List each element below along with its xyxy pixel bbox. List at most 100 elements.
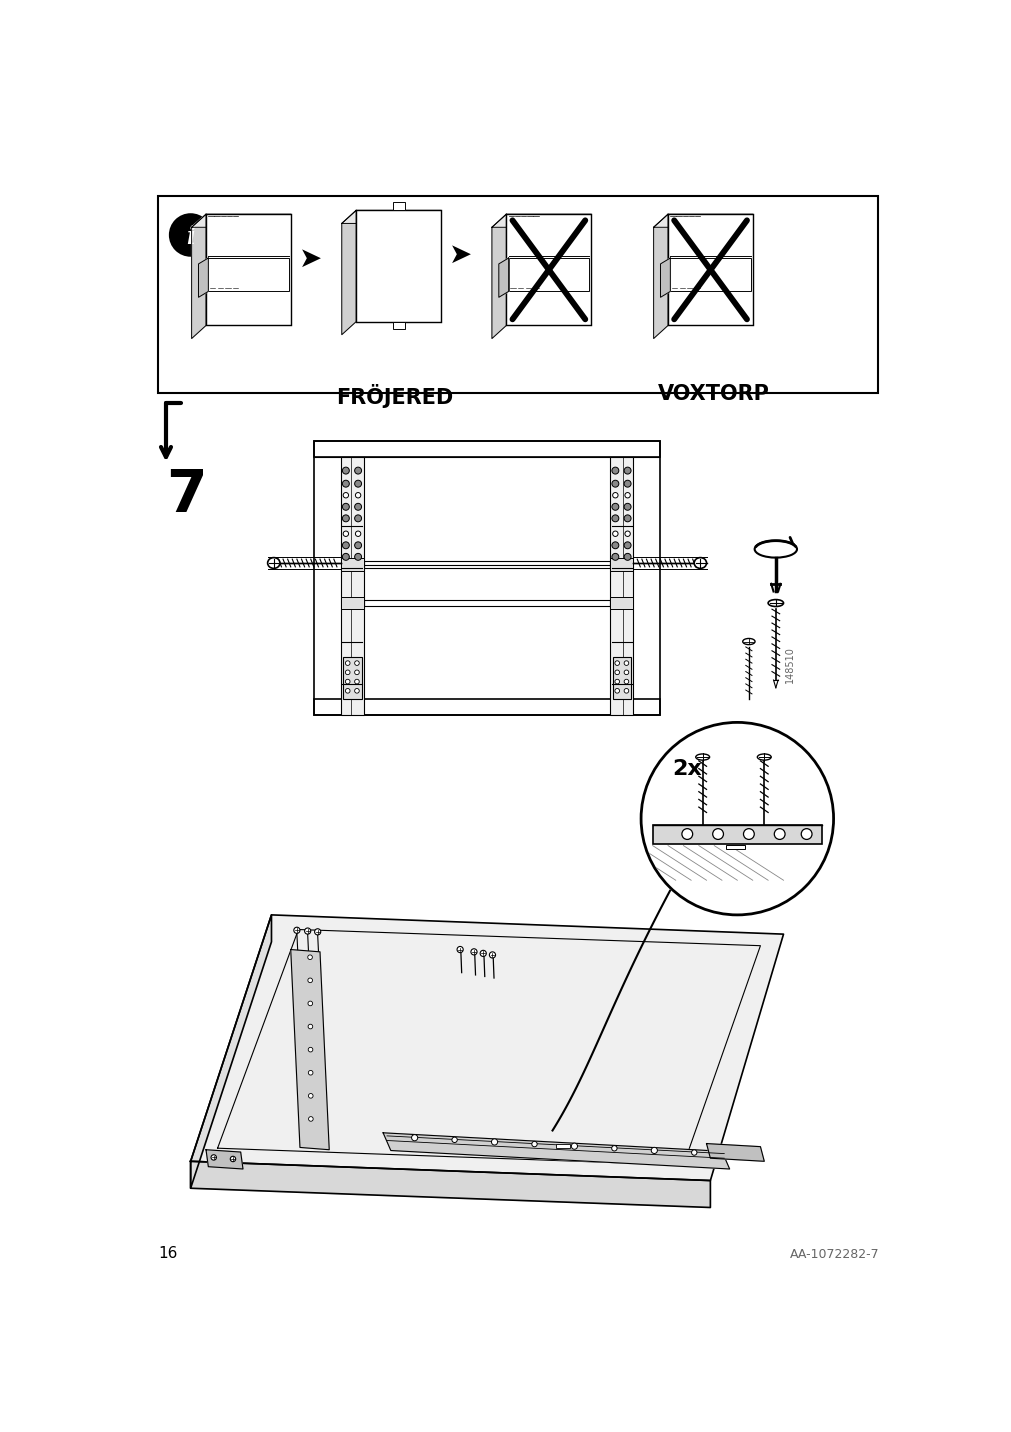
Circle shape [773, 829, 785, 839]
Bar [509, 258, 588, 291]
Bar [610, 597, 633, 609]
Bar [610, 457, 633, 715]
Circle shape [624, 480, 631, 487]
Text: i: i [186, 225, 195, 249]
Polygon shape [660, 258, 669, 298]
Circle shape [307, 955, 312, 959]
Bar [343, 657, 361, 699]
Circle shape [624, 516, 631, 521]
Circle shape [624, 531, 630, 537]
Circle shape [354, 503, 361, 510]
Bar [364, 561, 610, 569]
Circle shape [307, 1001, 312, 1005]
Ellipse shape [754, 541, 797, 557]
Circle shape [354, 689, 359, 693]
Circle shape [612, 503, 618, 510]
Circle shape [343, 493, 348, 498]
Circle shape [801, 829, 811, 839]
Circle shape [452, 1137, 457, 1143]
Ellipse shape [694, 557, 706, 569]
Circle shape [624, 503, 631, 510]
Circle shape [691, 1150, 697, 1156]
Circle shape [354, 480, 361, 487]
Circle shape [171, 215, 210, 255]
Circle shape [345, 689, 350, 693]
Ellipse shape [742, 639, 754, 644]
Bar [341, 597, 364, 609]
Ellipse shape [267, 557, 280, 569]
Polygon shape [653, 215, 667, 338]
Circle shape [342, 503, 349, 510]
Text: AA-1072282-7: AA-1072282-7 [790, 1249, 879, 1262]
Circle shape [211, 1154, 216, 1160]
Circle shape [615, 689, 619, 693]
Polygon shape [190, 915, 783, 1180]
Text: 148510: 148510 [784, 646, 794, 683]
Polygon shape [198, 258, 208, 298]
Circle shape [231, 1156, 236, 1161]
Circle shape [612, 493, 618, 498]
Circle shape [624, 541, 631, 548]
Circle shape [293, 927, 299, 934]
Circle shape [612, 480, 618, 487]
Circle shape [489, 952, 495, 958]
Circle shape [611, 1146, 617, 1151]
Circle shape [624, 660, 628, 666]
Circle shape [342, 467, 349, 474]
Polygon shape [206, 1150, 243, 1169]
Circle shape [624, 467, 631, 474]
Circle shape [354, 553, 361, 560]
Polygon shape [383, 1133, 729, 1169]
Circle shape [624, 670, 628, 674]
Circle shape [342, 480, 349, 487]
Polygon shape [491, 215, 506, 338]
Bar [669, 258, 750, 291]
Circle shape [342, 553, 349, 560]
Circle shape [345, 679, 350, 684]
Circle shape [470, 949, 476, 955]
Polygon shape [342, 211, 441, 223]
Circle shape [355, 531, 361, 537]
Bar [392, 202, 404, 211]
Circle shape [531, 1141, 537, 1147]
Circle shape [457, 947, 463, 952]
Circle shape [640, 722, 833, 915]
Circle shape [307, 978, 312, 982]
Circle shape [342, 541, 349, 548]
Circle shape [314, 929, 320, 935]
Circle shape [612, 541, 618, 548]
Bar [667, 215, 752, 325]
Circle shape [651, 1147, 657, 1154]
Circle shape [612, 516, 618, 521]
Circle shape [615, 660, 619, 666]
Text: FRÖJERED: FRÖJERED [336, 384, 453, 408]
Bar [313, 699, 660, 715]
Circle shape [681, 829, 692, 839]
Circle shape [612, 553, 618, 560]
Circle shape [712, 829, 723, 839]
Circle shape [615, 679, 619, 684]
Text: ➤: ➤ [298, 245, 321, 272]
Circle shape [615, 670, 619, 674]
Circle shape [354, 541, 361, 548]
Circle shape [354, 467, 361, 474]
Circle shape [491, 1138, 497, 1146]
Bar [158, 196, 878, 392]
Polygon shape [191, 215, 206, 338]
Circle shape [612, 531, 618, 537]
Circle shape [308, 1071, 312, 1075]
Circle shape [345, 660, 350, 666]
Bar [392, 322, 404, 329]
Circle shape [355, 493, 361, 498]
Bar [612, 657, 631, 699]
Bar [206, 215, 291, 325]
Text: 2x: 2x [671, 759, 701, 779]
Bar [208, 258, 288, 291]
Bar [725, 845, 744, 849]
Circle shape [624, 493, 630, 498]
Circle shape [308, 1117, 312, 1121]
Polygon shape [706, 1144, 763, 1161]
Polygon shape [191, 215, 291, 228]
Bar [506, 215, 590, 325]
Bar [341, 457, 364, 715]
